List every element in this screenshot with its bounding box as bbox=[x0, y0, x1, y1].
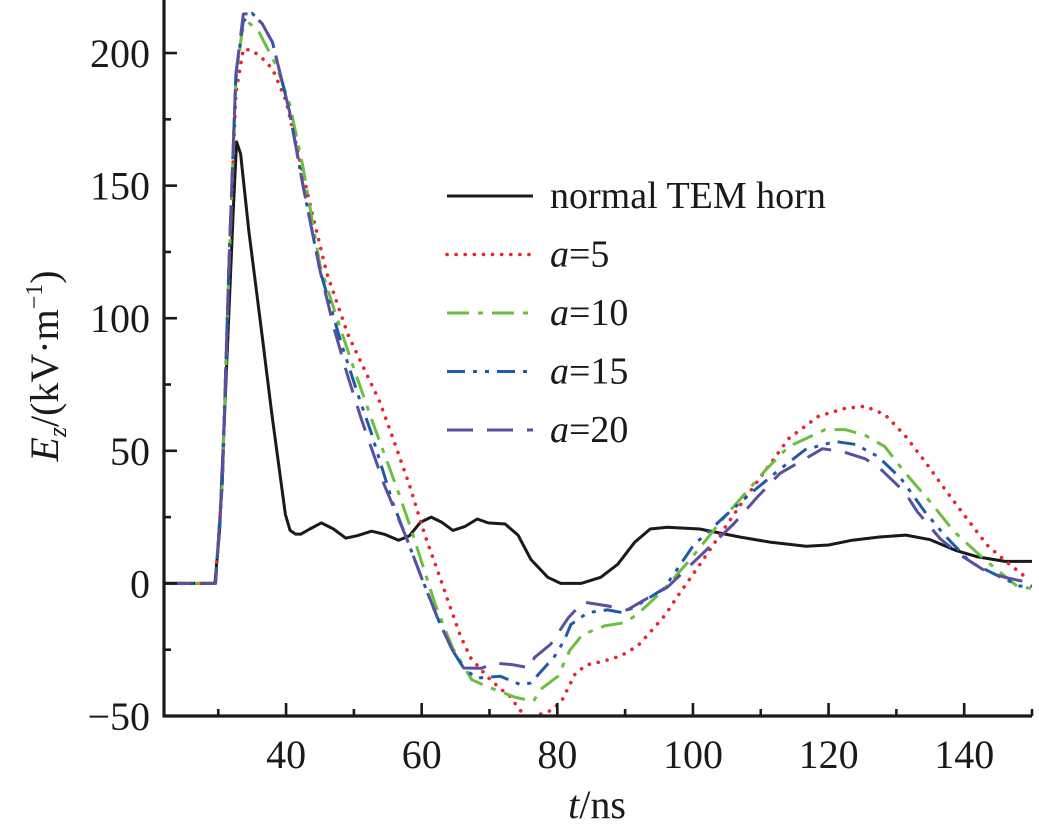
y-tick-label: 200 bbox=[90, 31, 150, 76]
legend-label: normal TEM horn bbox=[550, 175, 826, 217]
y-tick-label: 50 bbox=[110, 429, 150, 474]
x-tick-label: 80 bbox=[537, 732, 577, 777]
y-axis-title: Ez/(kV·m−1) bbox=[22, 270, 72, 462]
legend-label-variable: a bbox=[550, 409, 569, 451]
series-line-normal-tem-horn bbox=[164, 140, 1032, 585]
legend-label: a=20 bbox=[550, 409, 628, 451]
series-line-a-5 bbox=[164, 47, 1031, 716]
x-axis-title-unit: /ns bbox=[579, 782, 626, 827]
y-axis-title-subscript: z bbox=[43, 427, 72, 438]
legend-label: a=10 bbox=[550, 292, 628, 334]
y-axis-title-unit-close: ) bbox=[22, 270, 67, 283]
series-layer bbox=[164, 11, 1032, 716]
series-line-a-10 bbox=[164, 20, 1032, 703]
x-tick-label: 100 bbox=[663, 732, 723, 777]
legend-label-variable: a bbox=[550, 292, 569, 334]
legend-label: a=5 bbox=[550, 234, 609, 276]
legend-entry-normal-tem-horn: normal TEM horn bbox=[447, 175, 826, 217]
series-line-a-20 bbox=[164, 11, 1032, 670]
y-tick-label: 150 bbox=[90, 164, 150, 209]
y-axis-title-superscript: −1 bbox=[22, 284, 48, 310]
legend-label-text: =5 bbox=[569, 234, 609, 276]
legend-label: a=15 bbox=[550, 351, 628, 393]
x-tick-label: 60 bbox=[402, 732, 442, 777]
legend-entry-a-10: a=10 bbox=[447, 292, 628, 334]
legend-entry-a-15: a=15 bbox=[447, 351, 628, 393]
x-axis-title: t/ns bbox=[568, 782, 626, 827]
legend-label-variable: a bbox=[550, 351, 569, 393]
y-axis-title-unit-open: /(kV·m bbox=[22, 309, 67, 427]
legend-label-text: =20 bbox=[569, 409, 628, 451]
y-tick-label: 0 bbox=[130, 561, 150, 606]
y-axis-title-symbol: E bbox=[22, 437, 67, 462]
legend-label-text: normal TEM horn bbox=[550, 175, 826, 217]
legend-entry-a-5: a=5 bbox=[445, 234, 609, 276]
y-tick-label: 100 bbox=[90, 296, 150, 341]
legend-label-text: =10 bbox=[569, 292, 628, 334]
y-tick-label: −50 bbox=[87, 694, 150, 739]
series-line-a-15 bbox=[164, 11, 1032, 687]
x-axis-title-italic: t bbox=[568, 782, 580, 827]
legend-label-text: =15 bbox=[569, 351, 628, 393]
x-ticks: 40 60 80 100 120 140 bbox=[216, 703, 1034, 777]
legend-entry-a-20: a=20 bbox=[447, 409, 628, 451]
y-ticks: −50 0 50 100 150 200 bbox=[87, 31, 177, 739]
x-tick-label: 40 bbox=[266, 732, 306, 777]
x-tick-label: 140 bbox=[934, 732, 994, 777]
legend-label-variable: a bbox=[550, 234, 569, 276]
x-tick-label: 120 bbox=[799, 732, 859, 777]
